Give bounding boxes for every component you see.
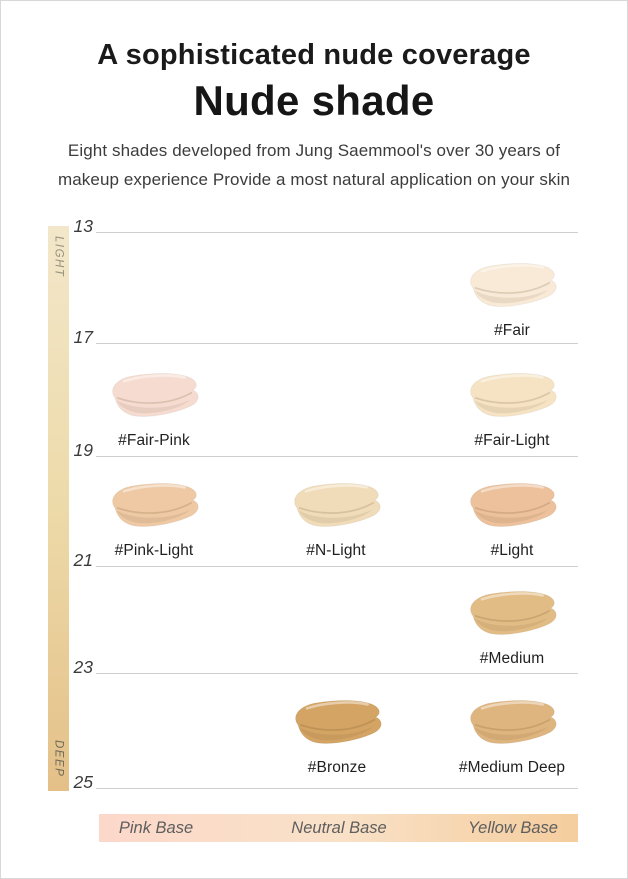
gridline-23 bbox=[96, 673, 578, 674]
shade-label-fair: #Fair bbox=[494, 322, 530, 339]
axis-label-light: LIGHT bbox=[52, 236, 65, 278]
swatch-bronze bbox=[284, 690, 390, 754]
gridline-17 bbox=[96, 343, 578, 344]
gridline-21 bbox=[96, 566, 578, 567]
tagline: A sophisticated nude coverage bbox=[97, 39, 531, 71]
gridline-13 bbox=[96, 232, 578, 233]
tick-label-23: 23 bbox=[73, 657, 93, 677]
tick-label-25: 25 bbox=[73, 772, 93, 792]
shade-label-fair-light: #Fair-Light bbox=[474, 432, 550, 449]
swatch-fair bbox=[459, 253, 565, 317]
swatch-fair-pink bbox=[101, 363, 207, 427]
shade-label-medium-deep: #Medium Deep bbox=[458, 759, 566, 776]
page-title: Nude shade bbox=[193, 77, 435, 124]
swatch-medium-deep bbox=[459, 690, 565, 754]
shade-label-medium: #Medium bbox=[479, 650, 545, 667]
base-label-neutral-base: Neutral Base bbox=[291, 819, 387, 837]
shade-label-pink-light: #Pink-Light bbox=[114, 542, 194, 559]
base-axis-bar: Pink Base Neutral Base Yellow Base bbox=[99, 814, 578, 842]
shade-label-light: #Light bbox=[490, 542, 534, 559]
swatch-pink-light bbox=[101, 473, 207, 537]
gridline-19 bbox=[96, 456, 578, 457]
tick-label-17: 17 bbox=[73, 327, 93, 347]
shade-label-bronze: #Bronze bbox=[307, 759, 367, 776]
subtitle-line-2: makeup experience Provide a most natural… bbox=[57, 170, 571, 189]
swatch-fair-light bbox=[459, 363, 565, 427]
tick-label-13: 13 bbox=[73, 216, 93, 236]
lightness-axis-bar: LIGHT DEEP bbox=[48, 226, 69, 791]
swatch-medium bbox=[459, 581, 565, 645]
swatch-n-light bbox=[283, 473, 389, 537]
base-label-yellow-base: Yellow Base bbox=[468, 819, 558, 837]
shade-label-n-light: #N-Light bbox=[306, 542, 366, 559]
tick-label-21: 21 bbox=[73, 550, 93, 570]
shade-label-fair-pink: #Fair-Pink bbox=[118, 432, 190, 449]
axis-label-deep: DEEP bbox=[52, 739, 65, 777]
gridline-25 bbox=[96, 788, 578, 789]
subtitle-line-1: Eight shades developed from Jung Saemmoo… bbox=[67, 141, 561, 160]
tick-label-19: 19 bbox=[73, 440, 93, 460]
base-label-pink-base: Pink Base bbox=[118, 819, 194, 837]
swatch-light bbox=[459, 473, 565, 537]
